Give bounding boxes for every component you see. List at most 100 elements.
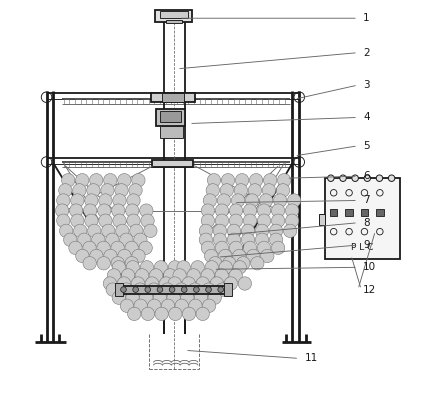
Circle shape — [140, 204, 153, 217]
Circle shape — [83, 257, 97, 270]
Circle shape — [251, 257, 264, 270]
Bar — [376, 209, 384, 216]
Circle shape — [136, 269, 149, 282]
Circle shape — [97, 241, 110, 255]
Circle shape — [133, 283, 147, 296]
Circle shape — [126, 261, 140, 274]
Circle shape — [153, 291, 167, 305]
Circle shape — [183, 307, 196, 321]
Circle shape — [89, 173, 103, 187]
Circle shape — [71, 214, 84, 228]
Circle shape — [85, 194, 98, 207]
Circle shape — [210, 277, 224, 290]
Bar — [325, 178, 400, 259]
Circle shape — [269, 233, 283, 246]
Circle shape — [196, 307, 210, 321]
Bar — [166, 99, 171, 104]
Circle shape — [129, 184, 142, 197]
Circle shape — [90, 249, 103, 263]
Circle shape — [55, 204, 69, 217]
Text: 11: 11 — [304, 354, 318, 363]
Circle shape — [196, 277, 210, 290]
Circle shape — [199, 233, 213, 246]
Bar — [361, 209, 368, 216]
Bar — [188, 162, 194, 167]
Circle shape — [87, 184, 100, 197]
Circle shape — [229, 214, 243, 228]
Circle shape — [222, 173, 235, 187]
Circle shape — [202, 299, 216, 313]
Circle shape — [284, 224, 297, 237]
Circle shape — [205, 261, 218, 274]
Bar — [245, 162, 251, 167]
Circle shape — [203, 194, 217, 207]
Bar — [97, 162, 103, 167]
Circle shape — [227, 224, 241, 237]
Circle shape — [188, 283, 202, 296]
Circle shape — [144, 224, 157, 237]
Bar — [222, 99, 228, 104]
Circle shape — [288, 194, 301, 207]
Bar — [154, 162, 160, 167]
Bar — [211, 99, 217, 104]
Circle shape — [182, 277, 195, 290]
Circle shape — [285, 214, 299, 228]
Circle shape — [216, 283, 229, 296]
Circle shape — [218, 287, 224, 292]
Circle shape — [71, 194, 84, 207]
Circle shape — [128, 307, 141, 321]
Circle shape — [328, 175, 334, 181]
Circle shape — [140, 261, 154, 274]
Circle shape — [76, 249, 89, 263]
Circle shape — [113, 194, 126, 207]
Circle shape — [59, 224, 73, 237]
Text: 2: 2 — [363, 48, 370, 58]
Circle shape — [169, 287, 175, 292]
Text: 10: 10 — [363, 262, 377, 272]
Circle shape — [126, 204, 139, 217]
Circle shape — [227, 233, 241, 246]
Circle shape — [389, 175, 395, 181]
Circle shape — [220, 184, 233, 197]
Text: 5: 5 — [363, 141, 370, 151]
Circle shape — [148, 299, 161, 313]
Circle shape — [107, 269, 120, 282]
Circle shape — [112, 261, 125, 274]
Circle shape — [159, 277, 173, 290]
Bar — [132, 99, 137, 104]
Circle shape — [215, 241, 229, 255]
Circle shape — [202, 283, 215, 296]
Circle shape — [120, 287, 126, 292]
Circle shape — [145, 287, 151, 292]
Bar — [346, 209, 353, 216]
Circle shape — [117, 277, 131, 290]
Circle shape — [120, 233, 133, 246]
Circle shape — [106, 283, 120, 296]
Circle shape — [78, 233, 91, 246]
Text: 1: 1 — [363, 13, 370, 23]
Circle shape — [112, 204, 125, 217]
Circle shape — [101, 184, 114, 197]
Circle shape — [222, 257, 236, 270]
Bar — [233, 162, 239, 167]
Circle shape — [147, 283, 160, 296]
Circle shape — [233, 249, 246, 263]
Bar — [120, 286, 228, 294]
Circle shape — [97, 257, 110, 270]
Circle shape — [149, 269, 163, 282]
Circle shape — [264, 173, 277, 187]
Text: 8: 8 — [363, 218, 370, 228]
Circle shape — [364, 175, 370, 181]
Circle shape — [88, 224, 101, 237]
Circle shape — [285, 204, 299, 217]
Circle shape — [241, 233, 255, 246]
Bar — [200, 162, 205, 167]
Circle shape — [112, 291, 125, 305]
Bar — [63, 162, 69, 167]
Bar — [109, 162, 115, 167]
Circle shape — [113, 214, 126, 228]
Bar — [143, 162, 148, 167]
Bar — [159, 11, 188, 18]
Bar — [120, 162, 126, 167]
Circle shape — [352, 175, 358, 181]
